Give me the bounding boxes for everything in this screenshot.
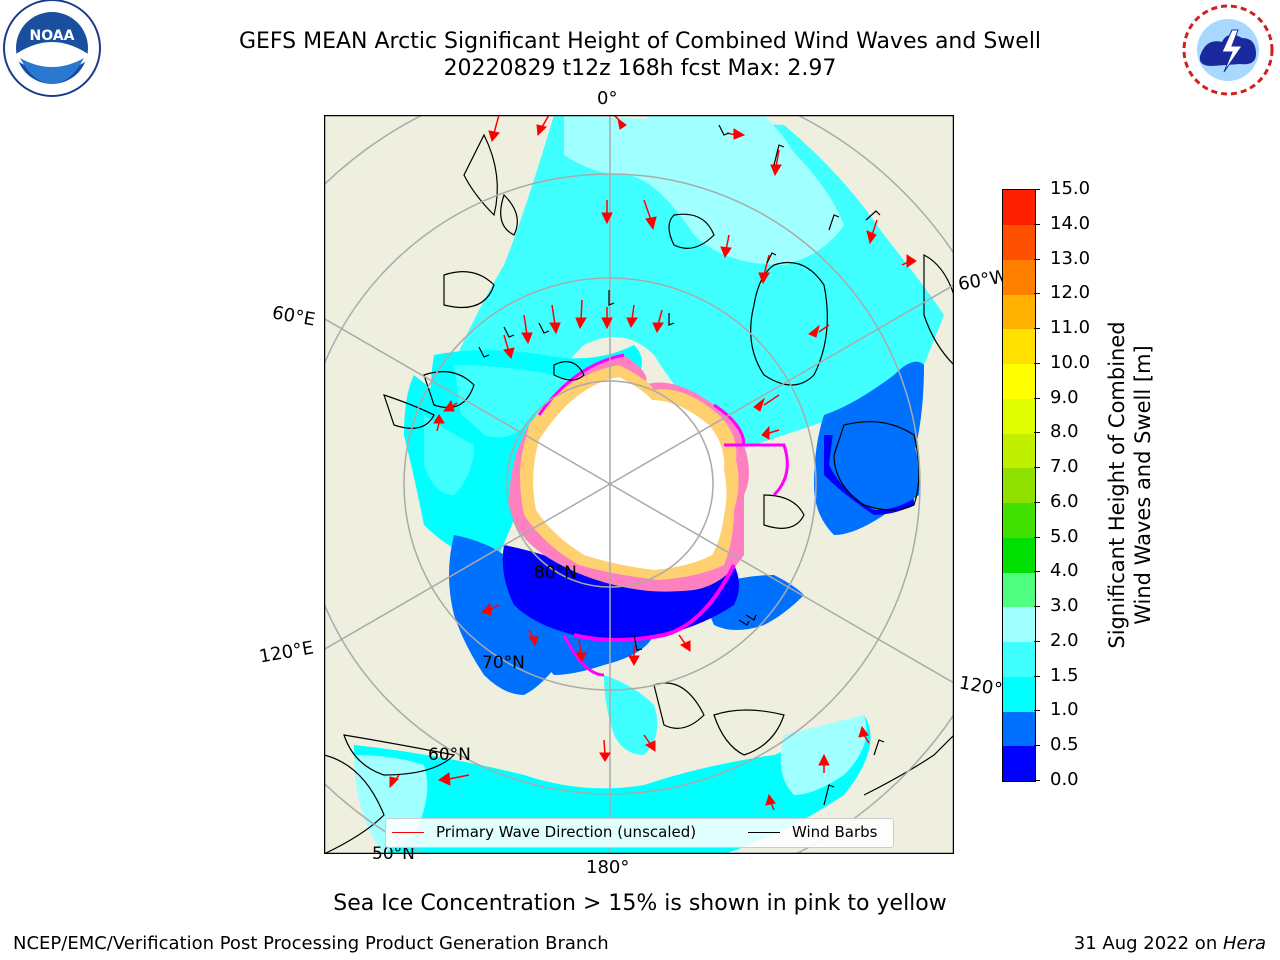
lon-label-60e: 60°E: [270, 302, 317, 331]
colorbar-tick-mark: [1034, 640, 1040, 642]
colorbar-tick-mark: [1034, 328, 1040, 330]
colorbar-segment: [1003, 572, 1035, 608]
map-subtitle: 20220829 t12z 168h fcst Max: 2.97: [443, 56, 837, 81]
colorbar-segment: [1003, 676, 1035, 712]
map-legend: Primary Wave Direction (unscaled) Wind B…: [385, 818, 894, 848]
colorbar-segment: [1003, 259, 1035, 295]
colorbar-tick-mark: [1034, 293, 1040, 295]
polar-map[interactable]: [323, 114, 955, 855]
colorbar-tick-label: 1.0: [1050, 699, 1079, 721]
colorbar-segment: [1003, 364, 1035, 399]
colorbar-tick-mark: [1034, 675, 1040, 677]
lon-label-120w: 120°: [957, 672, 1004, 701]
lat-label-70n: 70°N: [482, 653, 525, 673]
colorbar-tick-label: 11.0: [1050, 317, 1091, 339]
colorbar-tick-mark: [1034, 432, 1040, 434]
colorbar-segment: [1003, 537, 1035, 573]
colorbar-tick-label: 9.0: [1050, 386, 1079, 408]
footer-host: Hera: [1222, 933, 1266, 954]
colorbar-tick-mark: [1034, 780, 1040, 781]
colorbar-title-line1: Significant Height of Combined: [1105, 321, 1129, 649]
colorbar-tick-mark: [1034, 745, 1040, 747]
lon-label-120e: 120°E: [257, 637, 316, 668]
wind-barbs: [478, 124, 885, 806]
colorbar-tick-mark: [1034, 397, 1040, 399]
colorbar-tick-label: 14.0: [1050, 212, 1091, 234]
colorbar-tick-mark: [1034, 501, 1040, 503]
colorbar: [1002, 189, 1036, 782]
legend-wave-line: [392, 832, 424, 833]
colorbar-segment: [1003, 433, 1035, 469]
lon-label-180: 180°: [586, 857, 630, 878]
colorbar-tick-label: 6.0: [1050, 490, 1079, 512]
lat-label-60n: 60°N: [428, 745, 471, 765]
colorbar-tick-label: 8.0: [1050, 421, 1079, 443]
colorbar-tick-mark: [1034, 571, 1040, 573]
wave-direction-arrows: [389, 115, 917, 811]
colorbar-tick-mark: [1034, 606, 1040, 608]
colorbar-segment: [1003, 398, 1035, 434]
colorbar-segment: [1003, 746, 1035, 781]
map-frame: [323, 114, 955, 855]
footer-branch: NCEP/EMC/Verification Post Processing Pr…: [13, 933, 609, 954]
sea-ice-caption: Sea Ice Concentration > 15% is shown in …: [333, 891, 947, 916]
graticule: [324, 115, 954, 854]
colorbar-tick-label: 13.0: [1050, 247, 1091, 269]
colorbar-tick-mark: [1034, 223, 1040, 225]
footer-date: 31 Aug 2022 on Hera: [1074, 933, 1266, 954]
colorbar-tick-mark: [1034, 258, 1040, 260]
colorbar-segment: [1003, 294, 1035, 330]
colorbar-tick-label: 2.0: [1050, 629, 1079, 651]
colorbar-tick-label: 0.5: [1050, 734, 1079, 756]
colorbar-tick-label: 4.0: [1050, 560, 1079, 582]
colorbar-segment: [1003, 225, 1035, 260]
colorbar-segment: [1003, 329, 1035, 364]
legend-barb-line: [748, 832, 780, 833]
lat-label-80n: 80°N: [534, 563, 577, 583]
colorbar-tick-mark: [1034, 710, 1040, 712]
colorbar-tick-label: 15.0: [1050, 178, 1091, 199]
colorbar-tick-label: 1.5: [1050, 664, 1079, 686]
map-title: GEFS MEAN Arctic Significant Height of C…: [238, 29, 1042, 54]
footer-date-text: 31 Aug 2022 on: [1073, 933, 1223, 954]
coastlines: [324, 133, 954, 854]
colorbar-ticks: 0.0 0.5 1.0 1.5 2.0 3.0 4.0 5.0 6.0 7.0 8.0 9.0 10.0…: [1034, 178, 1094, 790]
noaa-logo: NOAA: [0, 0, 104, 100]
noaa-logo-text: NOAA: [30, 28, 75, 44]
nws-logo: [1178, 0, 1278, 100]
colorbar-segment: [1003, 711, 1035, 747]
colorbar-tick-label: 10.0: [1050, 351, 1091, 373]
colorbar-segment: [1003, 642, 1035, 677]
colorbar-tick-label: 12.0: [1050, 282, 1091, 304]
legend-wave-label: Primary Wave Direction (unscaled): [436, 823, 697, 841]
colorbar-tick-label: 7.0: [1050, 456, 1079, 478]
colorbar-tick-mark: [1034, 536, 1040, 538]
colorbar-tick-mark: [1034, 189, 1040, 190]
colorbar-tick-label: 5.0: [1050, 525, 1079, 547]
colorbar-tick-label: 0.0: [1050, 769, 1079, 790]
colorbar-segment: [1003, 607, 1035, 642]
lat-label-50n: 50°N: [372, 844, 415, 864]
colorbar-tick-label: 3.0: [1050, 595, 1079, 617]
colorbar-tick-mark: [1034, 467, 1040, 469]
colorbar-segment: [1003, 468, 1035, 503]
colorbar-tick-mark: [1034, 362, 1040, 364]
colorbar-segment: [1003, 503, 1035, 538]
colorbar-title-line2: Wind Waves and Swell [m]: [1131, 345, 1155, 625]
colorbar-segment: [1003, 190, 1035, 225]
lon-label-0: 0°: [597, 88, 618, 109]
legend-barb-label: Wind Barbs: [792, 823, 878, 841]
